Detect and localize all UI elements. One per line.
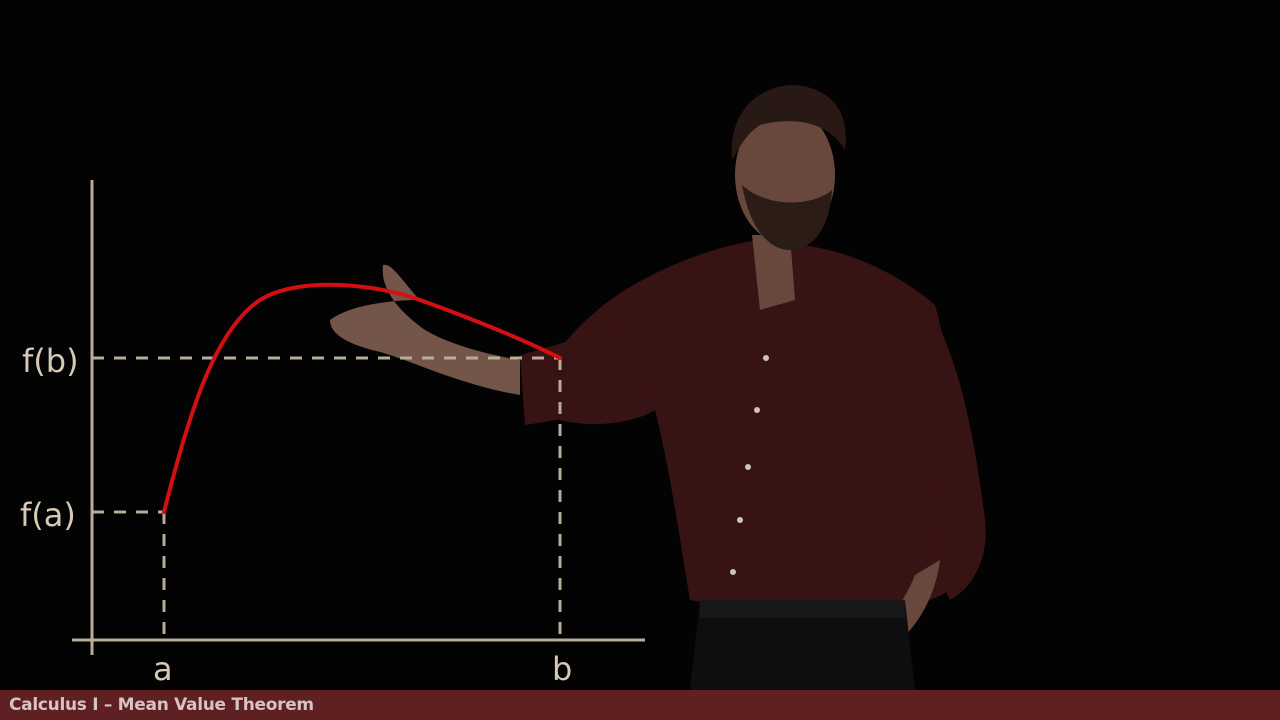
presenter-shirt xyxy=(530,240,978,605)
shirt-buttons xyxy=(730,355,769,575)
label-f-of-a: f(a) xyxy=(20,496,76,534)
presenter-hand xyxy=(330,264,520,395)
lecture-title: Calculus I – Mean Value Theorem xyxy=(9,695,314,715)
mean-value-graph: f(b) f(a) a b xyxy=(20,85,986,690)
presenter-right-arm xyxy=(905,310,986,600)
presenter-belt xyxy=(700,600,905,618)
label-f-of-b: f(b) xyxy=(22,342,79,380)
video-frame: f(b) f(a) a b xyxy=(20,85,986,690)
label-a: a xyxy=(153,650,173,688)
presenter-arm xyxy=(520,320,650,425)
presenter-neck xyxy=(752,235,795,310)
presenter xyxy=(330,85,986,690)
presenter-hair xyxy=(731,85,846,160)
presenter-beard xyxy=(742,185,832,250)
presenter-trousers xyxy=(690,600,915,690)
label-b: b xyxy=(552,650,572,688)
guide-lines xyxy=(92,356,562,640)
lecture-title-bar: Calculus I – Mean Value Theorem xyxy=(0,690,1280,720)
function-curve xyxy=(162,282,562,514)
